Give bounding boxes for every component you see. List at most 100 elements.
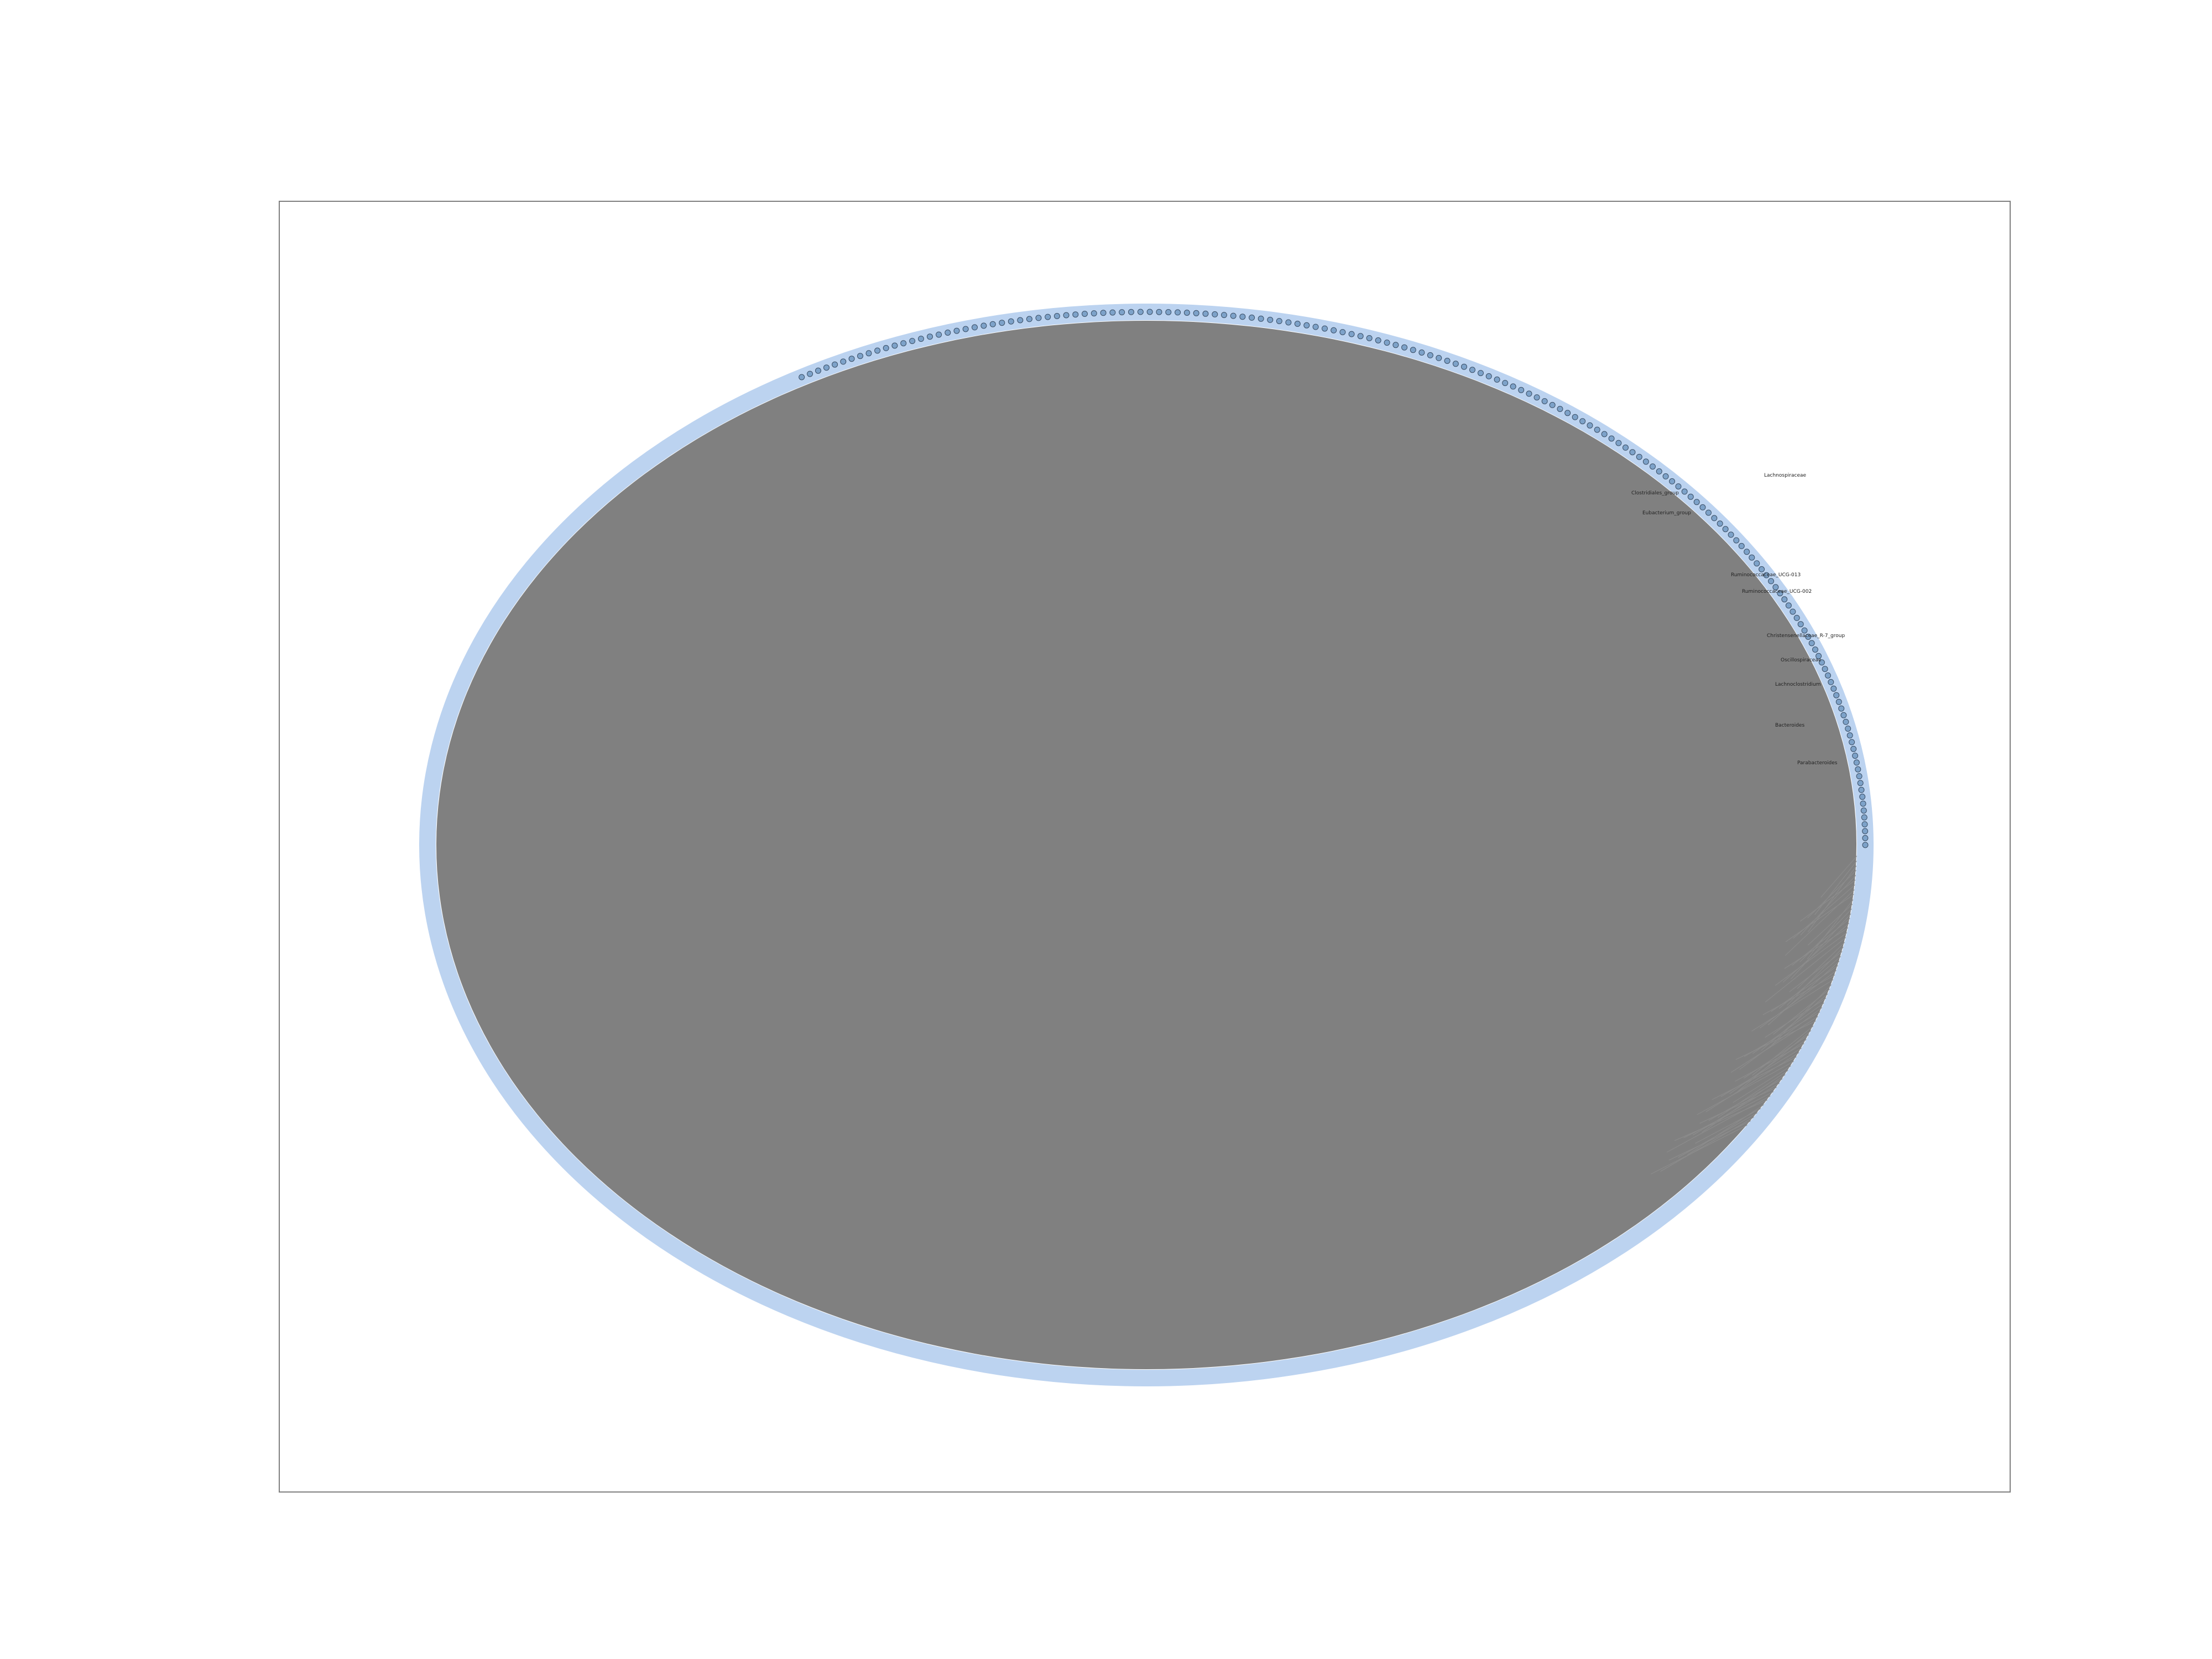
node-label-3: Eubacterium_group [1642, 510, 1691, 516]
node-dot [1339, 329, 1346, 336]
edge-strand [1739, 1006, 1823, 1070]
node-dot [1165, 309, 1172, 315]
node-dot [1855, 766, 1861, 773]
node-dot [999, 320, 1005, 326]
node-dot [1763, 572, 1770, 578]
node-dot [1853, 759, 1860, 766]
node-dot [1669, 478, 1676, 484]
node-dot [1202, 310, 1209, 317]
node-dot [1705, 509, 1712, 516]
node-label-9: Bacteroides [1775, 723, 1804, 728]
node-dot [1502, 380, 1509, 387]
node-dot [1418, 349, 1425, 356]
node-dot [1249, 314, 1255, 321]
node-dot [918, 336, 924, 342]
node-dot [874, 347, 881, 354]
node-dot [1156, 309, 1162, 315]
edge-strand [1733, 1065, 1792, 1103]
edge-strand [1660, 1115, 1756, 1172]
node-dot [1852, 753, 1859, 759]
node-dot [1533, 394, 1540, 401]
node-dot [1662, 473, 1669, 479]
node-dot [1733, 537, 1740, 544]
node-dot [1833, 692, 1840, 698]
node-dot [1717, 520, 1723, 527]
node-dot [1693, 499, 1700, 505]
node-dot [1860, 807, 1867, 814]
node-dot [1053, 313, 1060, 319]
node-dot [1594, 426, 1600, 433]
node-dot [1629, 449, 1636, 456]
node-dot [1830, 685, 1837, 692]
node-dot [1861, 814, 1867, 821]
node-dot [1564, 410, 1571, 416]
edge-strand [1651, 1124, 1749, 1175]
node-dot [1623, 444, 1629, 451]
node-dot [1815, 653, 1822, 659]
node-dot [1285, 319, 1292, 326]
edge-strand [1730, 1015, 1819, 1073]
node-dot [1711, 515, 1718, 521]
node-dot [857, 353, 863, 359]
node-dot [1045, 314, 1051, 320]
edge-strand [1668, 1120, 1752, 1161]
node-dot [1636, 453, 1642, 460]
node-dot [1790, 608, 1796, 615]
node-dot [1541, 398, 1548, 404]
node-dot [1862, 842, 1869, 848]
edge-strand [1697, 1060, 1795, 1115]
node-dot [1587, 422, 1593, 429]
node-dot [1722, 526, 1729, 533]
edge-strand [1820, 855, 1858, 898]
node-dot [1838, 705, 1845, 712]
node-dot [1846, 732, 1853, 739]
node-dot [1461, 363, 1467, 370]
node-dot [1549, 401, 1556, 408]
node-label-7: Oscillospiraceae [1781, 658, 1822, 663]
node-dot [1759, 566, 1765, 572]
edge-strand [1799, 879, 1856, 922]
node-dot [1494, 376, 1500, 383]
edge-strand [1705, 1051, 1801, 1113]
node-dot [1557, 406, 1563, 412]
node-dot [1768, 578, 1775, 585]
node-dot [1410, 347, 1416, 353]
node-dot [1322, 325, 1328, 332]
node-dot [815, 367, 821, 374]
node-dot [936, 331, 942, 338]
node-dot [1146, 309, 1153, 315]
node-dot [1444, 358, 1451, 364]
node-dot [1137, 309, 1144, 315]
node-dot [1728, 531, 1734, 538]
node-dot [1861, 821, 1868, 828]
node-dot [1312, 324, 1319, 330]
node-dot [909, 338, 916, 345]
node-label-4: Ruminococcaceae_UCG-013 [1731, 572, 1801, 578]
node-dot [1436, 354, 1442, 361]
node-dot [1699, 504, 1706, 510]
node-dot [1572, 414, 1578, 420]
edge-strand [1752, 1025, 1815, 1076]
node-dot [1615, 440, 1622, 446]
node-dot [1401, 344, 1408, 351]
nodes-layer [799, 309, 1869, 848]
node-dot [962, 326, 969, 332]
node-dot [1862, 835, 1869, 841]
edge-strand [1666, 1095, 1772, 1153]
node-dot [1850, 745, 1857, 752]
edge-strand [1789, 951, 1843, 993]
node-label-10: Parabacteroides [1797, 760, 1838, 766]
node-dot [865, 350, 872, 357]
node-dot [1835, 698, 1842, 705]
edge-strand [1765, 936, 1847, 1003]
edge-strand [1751, 979, 1834, 1032]
node-dot [1017, 317, 1024, 324]
node-dot [1687, 493, 1694, 500]
node-dot [1348, 331, 1355, 337]
node-dot [1035, 315, 1042, 321]
node-dot [1109, 309, 1116, 316]
node-dot [1239, 314, 1246, 320]
edges-layer [436, 321, 1858, 1369]
axes-frame [279, 201, 2011, 1493]
